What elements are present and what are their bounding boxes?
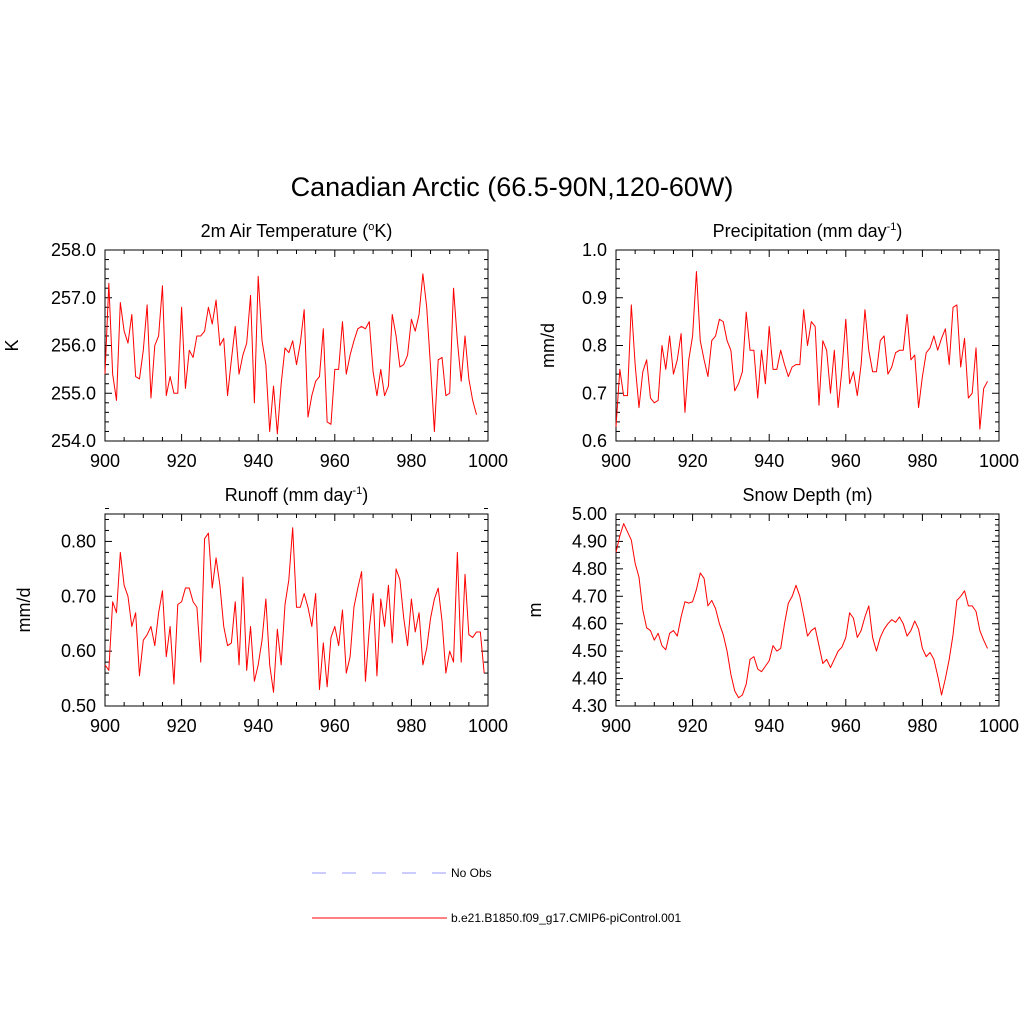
y-tick-label: 4.90 <box>572 531 607 551</box>
plot-frame-runoff <box>104 513 489 707</box>
x-tick-label: 960 <box>831 716 861 736</box>
x-tick-label: 960 <box>320 716 350 736</box>
x-tick-label: 980 <box>907 716 937 736</box>
panel-title: Runoff (mm day-1) <box>225 485 369 505</box>
y-tick-label: 0.6 <box>582 431 607 451</box>
y-axis-label: mm/d <box>538 323 558 368</box>
panel-title-main: Snow Depth (m) <box>742 485 872 505</box>
x-tick-label: 940 <box>754 451 784 471</box>
y-tick-label: 4.60 <box>572 614 607 634</box>
panel-air-temperature: 900 920 940 960 980 1000 254.0 255.0 256.0 257.0 2… <box>2 221 508 471</box>
panel-precipitation: 900 920 940 960 980 1000 0.6 0.7 0.8 0.9 1.0 mm/d Pr… <box>538 221 1019 471</box>
legend-label-model: b.e21.B1850.f09_g17.CMIP6-piControl.001 <box>451 911 681 925</box>
x-tick-label: 980 <box>396 451 426 471</box>
y-tick-label: 0.50 <box>61 696 96 716</box>
panel-title-main: 2m Air Temperature ( <box>201 221 369 241</box>
legend: No Obs b.e21.B1850.f09_g17.CMIP6-piContr… <box>312 866 681 925</box>
y-tick-label: 1.0 <box>582 240 607 260</box>
x-tick-label: 900 <box>601 451 631 471</box>
x-tick-label: 1000 <box>979 451 1019 471</box>
plot-frame-air-temperature <box>104 249 489 442</box>
x-tick-label: 920 <box>678 716 708 736</box>
x-tick-label: 940 <box>243 451 273 471</box>
panel-title-main: Precipitation (mm day <box>713 221 887 241</box>
x-tick-label: 1000 <box>468 716 508 736</box>
y-tick-label: 0.8 <box>582 336 607 356</box>
panel-title: Snow Depth (m) <box>742 485 872 505</box>
y-tick-label: 0.70 <box>61 586 96 606</box>
y-tick-label: 254.0 <box>51 431 96 451</box>
x-tick-label: 900 <box>90 451 120 471</box>
y-tick-label: 258.0 <box>51 240 96 260</box>
y-axis-label: m <box>525 603 545 618</box>
x-tick-label: 960 <box>831 451 861 471</box>
y-tick-label: 5.00 <box>572 504 607 524</box>
x-tick-label: 960 <box>320 451 350 471</box>
x-tick-label: 900 <box>601 716 631 736</box>
panel-title-superscript: -1 <box>352 485 362 497</box>
y-tick-label: 4.80 <box>572 559 607 579</box>
y-tick-label: 0.9 <box>582 288 607 308</box>
x-tick-label: 920 <box>167 716 197 736</box>
figure-title: Canadian Arctic (66.5-90N,120-60W) <box>291 172 734 202</box>
y-tick-label: 4.30 <box>572 696 607 716</box>
x-tick-label: 1000 <box>979 716 1019 736</box>
plot-frame-snow-depth <box>615 513 1000 707</box>
legend-label-no-obs: No Obs <box>451 866 492 880</box>
panel-title-tail: K) <box>374 221 392 241</box>
y-tick-label: 4.40 <box>572 669 607 689</box>
y-tick-label: 4.50 <box>572 641 607 661</box>
y-axis-label: mm/d <box>14 588 34 633</box>
y-tick-label: 256.0 <box>51 336 96 356</box>
series-line-precipitation <box>615 270 988 430</box>
panel-title-tail: ) <box>362 485 368 505</box>
x-tick-label: 940 <box>243 716 273 736</box>
x-tick-label: 920 <box>678 451 708 471</box>
y-axis-label: K <box>2 339 22 351</box>
series-line-snow-depth <box>615 523 988 699</box>
x-tick-label: 980 <box>907 451 937 471</box>
y-tick-label: 0.7 <box>582 383 607 403</box>
y-tick-label: 0.60 <box>61 641 96 661</box>
y-tick-label: 257.0 <box>51 288 96 308</box>
panel-title: Precipitation (mm day-1) <box>713 221 903 241</box>
panel-title-main: Runoff (mm day <box>225 485 353 505</box>
x-tick-label: 920 <box>167 451 197 471</box>
x-tick-label: 940 <box>754 716 784 736</box>
y-tick-label: 255.0 <box>51 383 96 403</box>
x-tick-label: 980 <box>396 716 426 736</box>
x-tick-label: 1000 <box>468 451 508 471</box>
panel-title-superscript: o <box>368 221 374 233</box>
y-tick-label: 0.80 <box>61 531 96 551</box>
panel-runoff: 900 920 940 960 980 1000 0.50 0.60 0.70 0.80 mm/d R… <box>14 485 508 736</box>
panel-title-superscript: -1 <box>887 221 897 233</box>
panel-title: 2m Air Temperature (oK) <box>201 221 393 241</box>
x-tick-label: 900 <box>90 716 120 736</box>
series-line-air-temperature <box>104 273 477 435</box>
y-tick-label: 4.70 <box>572 586 607 606</box>
series-line-runoff <box>104 527 485 693</box>
panel-title-tail: ) <box>896 221 902 241</box>
panel-snow-depth: 900 920 940 960 980 1000 4.30 4.40 4.50 4.60 4.70 4… <box>525 485 1019 736</box>
